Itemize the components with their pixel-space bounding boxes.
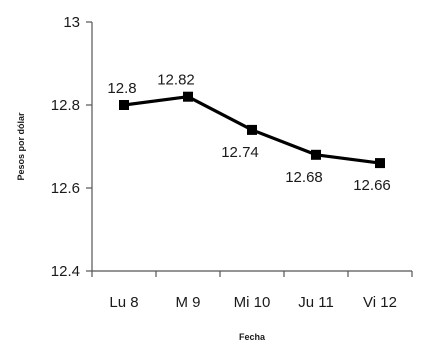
data-label: 12.68 <box>285 169 323 186</box>
data-label: 12.66 <box>353 177 391 194</box>
data-point-marker <box>311 149 321 160</box>
x-axis-title: Fecha <box>239 332 266 342</box>
data-point-marker <box>247 124 257 135</box>
x-tick-label: Mi 10 <box>234 294 271 311</box>
y-tick-label: 13 <box>63 14 80 31</box>
tick-labels: 13 12.8 12.6 12.4 Lu 8 M 9 Mi 10 Ju 11 Vi 12 <box>51 14 397 311</box>
data-point-marker <box>375 158 385 169</box>
x-tick-label: Lu 8 <box>109 294 138 311</box>
axes <box>86 21 413 277</box>
x-tick-label: M 9 <box>175 294 200 311</box>
x-tick-label: Ju 11 <box>298 294 334 311</box>
data-label: 12.74 <box>221 144 259 161</box>
data-label: 12.8 <box>107 80 136 97</box>
data-label: 12.82 <box>157 72 195 89</box>
series <box>119 91 385 169</box>
data-point-marker <box>119 100 129 110</box>
y-tick-label: 12.8 <box>51 97 80 114</box>
data-point-marker <box>183 91 193 102</box>
data-labels: 12.8 12.82 12.74 12.68 12.66 <box>107 72 390 194</box>
x-tick-label: Vi 12 <box>363 294 397 311</box>
y-tick-label: 12.6 <box>51 180 80 197</box>
y-tick-label: 12.4 <box>51 263 80 280</box>
y-axis-title: Pesos por dólar <box>16 112 26 181</box>
